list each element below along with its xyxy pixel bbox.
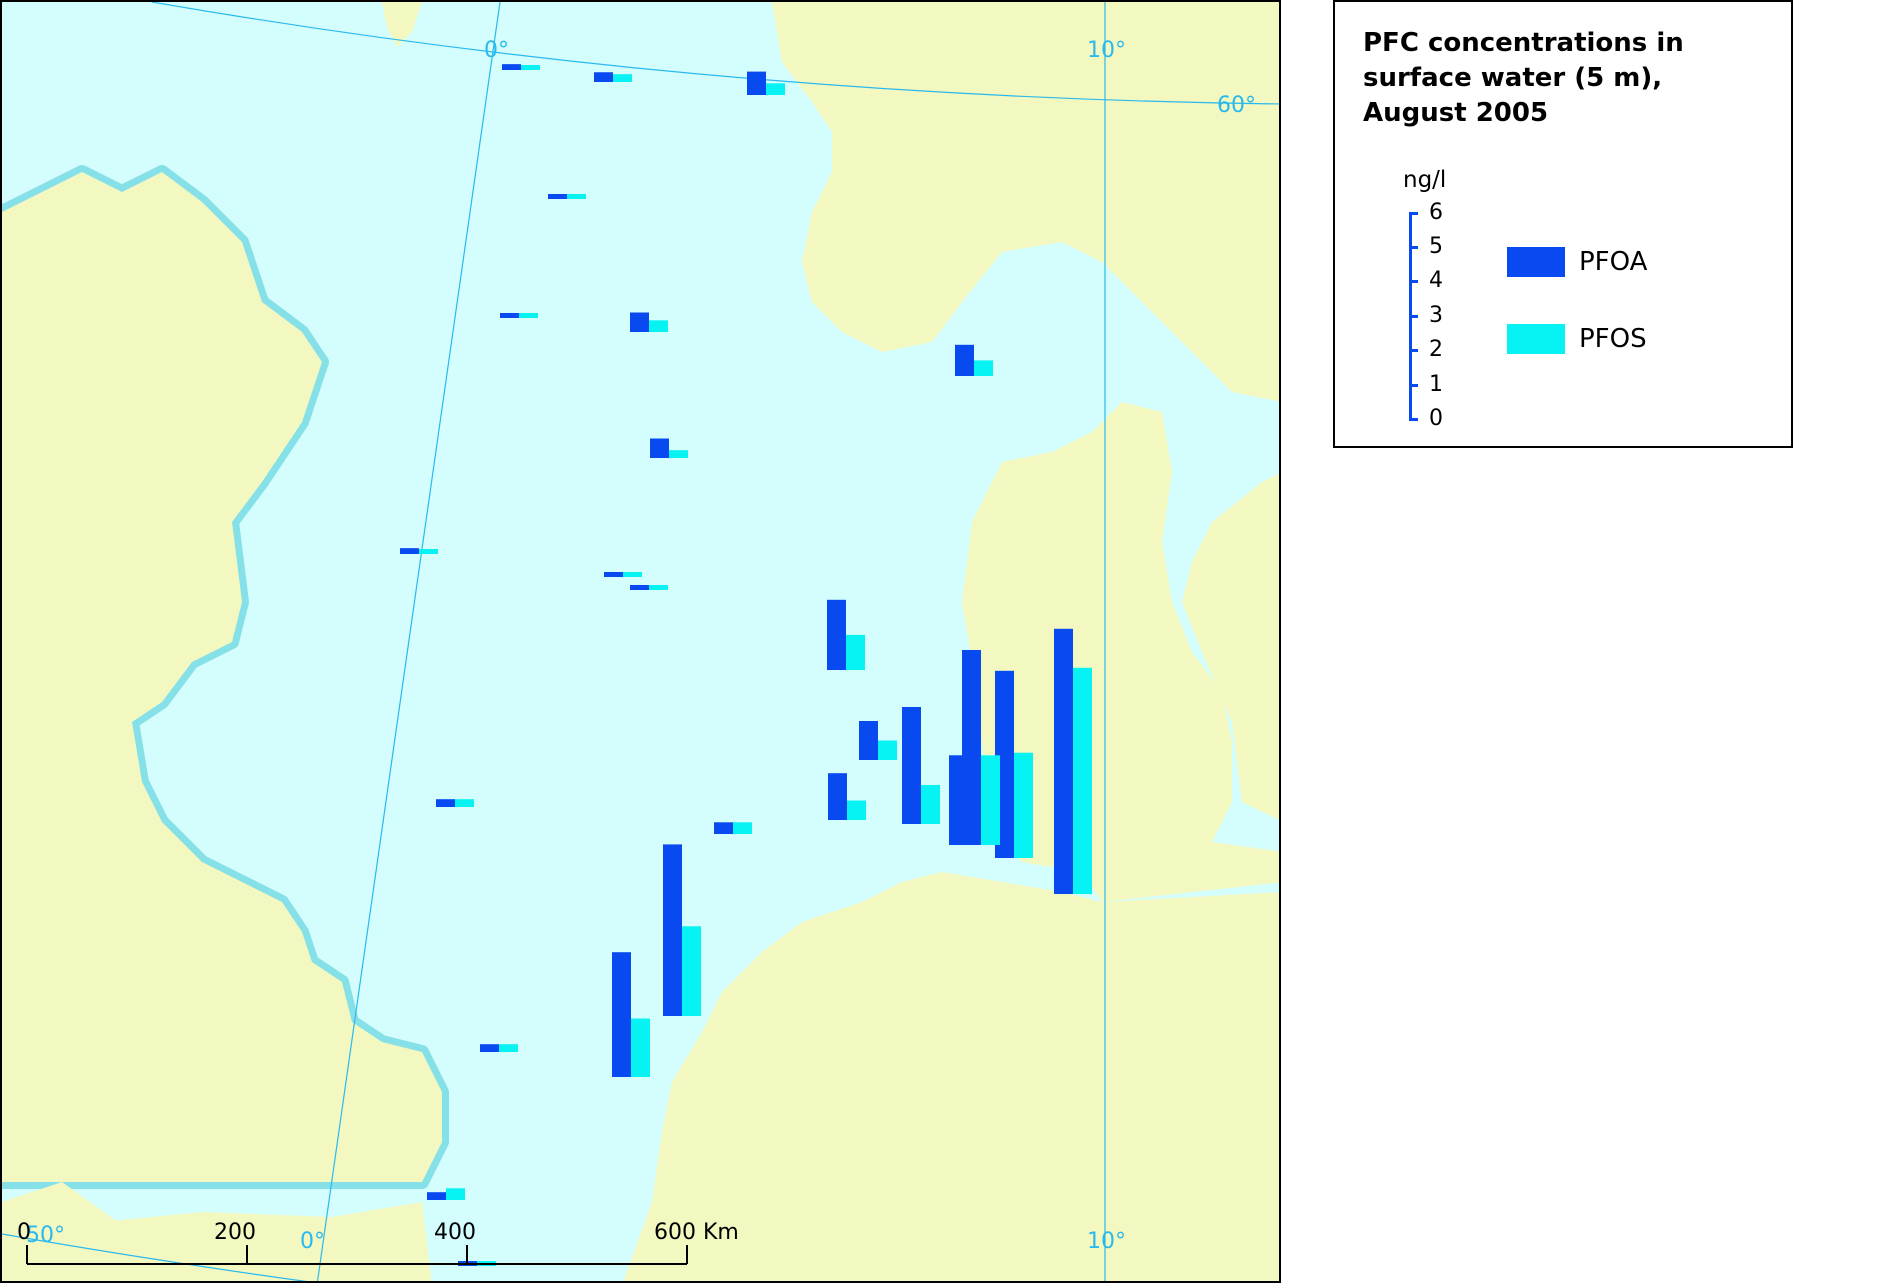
pfoa-bar-s25: [427, 1192, 446, 1200]
pfos-bar-s12: [846, 634, 865, 670]
pfoa-bar-s01: [502, 64, 521, 70]
pfoa-bar-s06: [630, 312, 649, 332]
pfos-bar-s03: [766, 83, 785, 95]
parallel-60: [151, 2, 1279, 105]
pfos-bar-s07: [974, 360, 993, 376]
pfos-bar-s14: [921, 785, 940, 824]
scale-label-0: 0: [17, 1220, 31, 1245]
legend-tick-label: 1: [1429, 372, 1443, 397]
scale-label-200: 200: [214, 1220, 256, 1245]
england-south: [2, 1202, 432, 1281]
pfos-bar-s23: [682, 926, 701, 1016]
pfos-bar-s10: [623, 572, 642, 577]
pfoa-bar-s15: [828, 773, 847, 820]
pfos-bar-s11: [649, 585, 668, 590]
pfos-bar-s21: [733, 822, 752, 834]
legend-tick: [1409, 349, 1418, 352]
pfoa-bar-s23: [663, 844, 682, 1016]
pfoa-bar-s11: [630, 585, 649, 590]
scale-bar: 0 200 400 600 Km: [17, 1220, 739, 1265]
pfoa-bar-s20: [436, 799, 455, 807]
pfoa-swatch: [1507, 247, 1565, 277]
scale-label-600: 600 Km: [654, 1220, 739, 1245]
pfos-swatch: [1507, 324, 1565, 354]
lon-10-top-label: 10°: [1087, 38, 1126, 63]
pfos-bar-s25: [446, 1188, 465, 1200]
sweden: [1182, 473, 1279, 821]
legend-tick: [1409, 418, 1418, 421]
pfos-bar-s01: [521, 65, 540, 70]
pfoa-bar-s07: [955, 344, 974, 376]
pfoa-bar-s08: [650, 438, 669, 458]
pfoa-bar-s21: [714, 822, 733, 834]
shetland: [382, 2, 422, 47]
legend-tick-label: 0: [1429, 406, 1443, 431]
station-bars: [400, 64, 1092, 1266]
pfos-bar-s04: [567, 194, 586, 199]
pfoa-bar-s24: [480, 1044, 499, 1052]
pfos-bar-s20: [455, 799, 474, 807]
pfoa-bar-s13: [859, 721, 878, 760]
lat-60-label: 60°: [1217, 93, 1256, 118]
continent: [623, 872, 1279, 1281]
pfoa-bar-s04: [548, 194, 567, 199]
lon-0-top-label: 0°: [484, 38, 509, 63]
legend-tick: [1409, 246, 1418, 249]
pfos-bar-s18: [981, 755, 1000, 845]
pfoa-bar-s09: [400, 548, 419, 554]
map-canvas: 0° 10° 60° 50° 0° 10° 0 200 400 600 Km: [2, 2, 1279, 1281]
pfoa-bar-s18: [962, 650, 981, 845]
pfoa-bar-s05: [500, 313, 519, 318]
pfos-label: PFOS: [1579, 324, 1647, 354]
legend-tick-label: 4: [1429, 268, 1443, 293]
lon-0-bottom-label: 0°: [300, 1229, 325, 1254]
lon-10-bottom-label: 10°: [1087, 1229, 1126, 1254]
legend-tick: [1409, 315, 1418, 318]
pfoa-label: PFOA: [1579, 247, 1648, 277]
pfos-bar-s22: [631, 1018, 650, 1077]
pfoa-bar-s19: [1054, 628, 1073, 894]
denmark: [962, 402, 1279, 902]
legend-unit: ng/l: [1403, 167, 1447, 193]
pfos-bar-s19: [1073, 667, 1092, 894]
legend-tick-label: 2: [1429, 337, 1443, 362]
legend-tick: [1409, 212, 1418, 215]
pfoa-bar-s03: [747, 71, 766, 95]
pfos-bar-s15: [847, 800, 866, 820]
pfos-bar-s24: [499, 1044, 518, 1052]
pfoa-bar-s12: [827, 599, 846, 670]
lat-50-label: 50°: [26, 1223, 65, 1248]
meridian-0: [316, 2, 501, 1281]
pfos-bar-s13: [878, 740, 897, 760]
pfos-bar-s08: [669, 450, 688, 458]
legend-tick-label: 6: [1429, 200, 1443, 225]
pfos-bar-s09: [419, 549, 438, 554]
legend-tick: [1409, 280, 1418, 283]
pfoa-bar-s02: [594, 72, 613, 82]
pfoa-bar-s10: [604, 572, 623, 577]
pfos-bar-s17: [1014, 752, 1033, 858]
legend-tick-label: 3: [1429, 303, 1443, 328]
pfoa-bar-s22: [612, 952, 631, 1077]
norway: [772, 2, 1279, 402]
scale-label-400: 400: [434, 1220, 476, 1245]
map-frame: 0° 10° 60° 50° 0° 10° 0 200 400 600 Km: [0, 0, 1281, 1283]
legend-tick-label: 5: [1429, 234, 1443, 259]
land-layer: [2, 2, 1279, 1281]
graticule: 0° 10° 60° 50° 0° 10°: [2, 2, 1279, 1281]
legend-panel: PFC concentrations in surface water (5 m…: [1333, 0, 1793, 448]
pfos-bar-s06: [649, 320, 668, 332]
pfos-bar-s02: [613, 74, 632, 82]
pfos-bar-s05: [519, 313, 538, 318]
great-britain: [2, 172, 442, 1182]
legend-tick: [1409, 384, 1418, 387]
legend-title: PFC concentrations in surface water (5 m…: [1363, 28, 1684, 128]
pfoa-bar-s14: [902, 707, 921, 824]
